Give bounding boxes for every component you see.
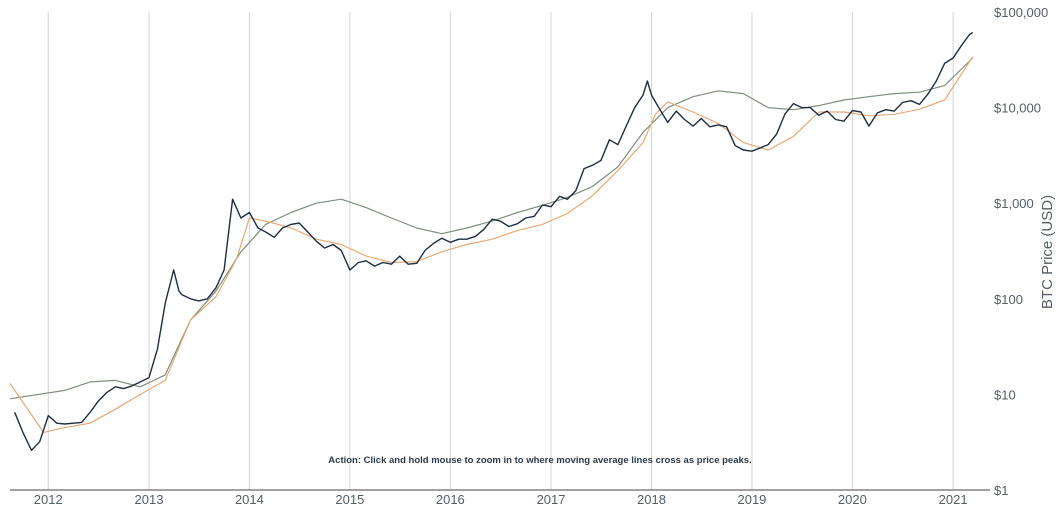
y-tick-label: $10 [994,387,1016,402]
x-tick-label: 2021 [939,492,968,507]
y-axis-label: BTC Price (USD) [1039,195,1056,309]
x-tick-label: 2013 [135,492,164,507]
y-tick-label: $100 [994,292,1023,307]
btc-price-line [14,31,974,451]
x-tick-label: 2015 [335,492,364,507]
x-tick-label: 2016 [436,492,465,507]
x-tick-label: 2012 [34,492,63,507]
short-moving-average-line [9,56,974,433]
x-tick-label: 2019 [737,492,766,507]
y-tick-label: $1,000 [994,196,1034,211]
x-axis-ticks: 2012 2013 2014 2015 2016 2017 2018 2019 2020 2021 [34,492,968,507]
x-tick-label: 2020 [838,492,867,507]
y-axis-ticks: $1 $10 $100 $1,000 $10,000 $100,000 [994,5,1048,498]
vertical-gridlines [47,12,954,490]
x-tick-label: 2017 [537,492,566,507]
y-tick-label: $100,000 [994,5,1048,20]
long-moving-average-line [9,57,974,400]
y-tick-label: $1 [994,483,1008,498]
price-series-group [9,31,974,451]
zoom-instruction-annotation: Action: Click and hold mouse to zoom in … [328,455,751,466]
y-tick-label: $10,000 [994,101,1041,116]
x-tick-label: 2018 [637,492,666,507]
x-tick-label: 2014 [235,492,264,507]
